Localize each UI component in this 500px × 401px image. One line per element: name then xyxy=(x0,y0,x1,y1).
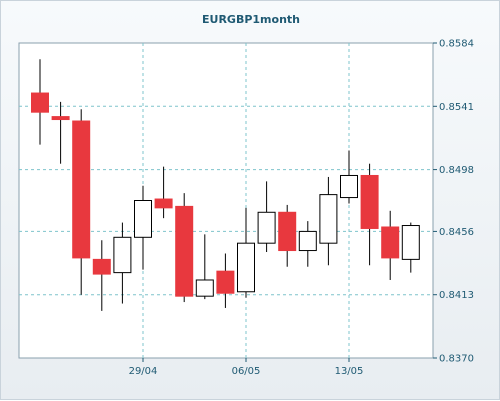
candle-body xyxy=(360,174,379,229)
candle-down xyxy=(175,193,194,303)
candle-up xyxy=(340,150,358,204)
candle-body xyxy=(319,194,338,244)
candle-body xyxy=(401,225,420,260)
candle-body xyxy=(340,174,358,199)
x-tick-label: 29/04 xyxy=(129,366,158,377)
candle-up xyxy=(237,207,255,298)
candle-body xyxy=(237,242,255,293)
candle-down xyxy=(216,253,235,308)
candle-body xyxy=(31,92,49,113)
x-tick-label: 06/05 xyxy=(232,366,261,377)
axes: 0.8584 0.8541 0.8498 0.8456 0.8413 0.8370 29/0… xyxy=(129,39,474,378)
candle-down xyxy=(72,109,91,295)
candle-down xyxy=(381,210,400,280)
candle-body xyxy=(278,211,297,252)
y-tick-label: 0.8498 xyxy=(439,165,474,176)
candle-down xyxy=(51,101,70,164)
candle-body xyxy=(154,198,173,209)
chart-title: EURGBP1month xyxy=(202,13,300,26)
candle-up xyxy=(319,176,338,266)
candle-body xyxy=(113,236,132,274)
y-tick-label: 0.8584 xyxy=(439,39,474,50)
candle-down xyxy=(154,166,173,219)
candle-up xyxy=(401,222,420,273)
candle-down xyxy=(92,240,111,311)
candle-body xyxy=(381,226,400,259)
candle-body xyxy=(195,279,214,297)
candle-body xyxy=(298,230,317,252)
candle-body xyxy=(92,258,111,275)
candle-body xyxy=(72,120,91,259)
y-tick-label: 0.8456 xyxy=(439,227,474,238)
y-tick-label: 0.8370 xyxy=(439,354,474,365)
candle-down xyxy=(278,204,297,267)
y-tick-label: 0.8541 xyxy=(439,102,474,113)
candle-up xyxy=(257,181,276,253)
x-tick-label: 13/05 xyxy=(335,366,364,377)
candle-body xyxy=(175,205,194,297)
candles xyxy=(31,59,420,311)
candle-body xyxy=(51,116,70,121)
candle-down xyxy=(360,163,379,266)
candle-down xyxy=(31,59,49,145)
candle-body xyxy=(134,200,152,238)
candle-up xyxy=(113,222,132,304)
candle-body xyxy=(257,211,276,244)
y-tick-label: 0.8413 xyxy=(439,290,474,301)
candle-up xyxy=(298,221,317,267)
candle-body xyxy=(216,270,235,294)
candle-up xyxy=(195,234,214,300)
candle-up xyxy=(134,185,152,270)
